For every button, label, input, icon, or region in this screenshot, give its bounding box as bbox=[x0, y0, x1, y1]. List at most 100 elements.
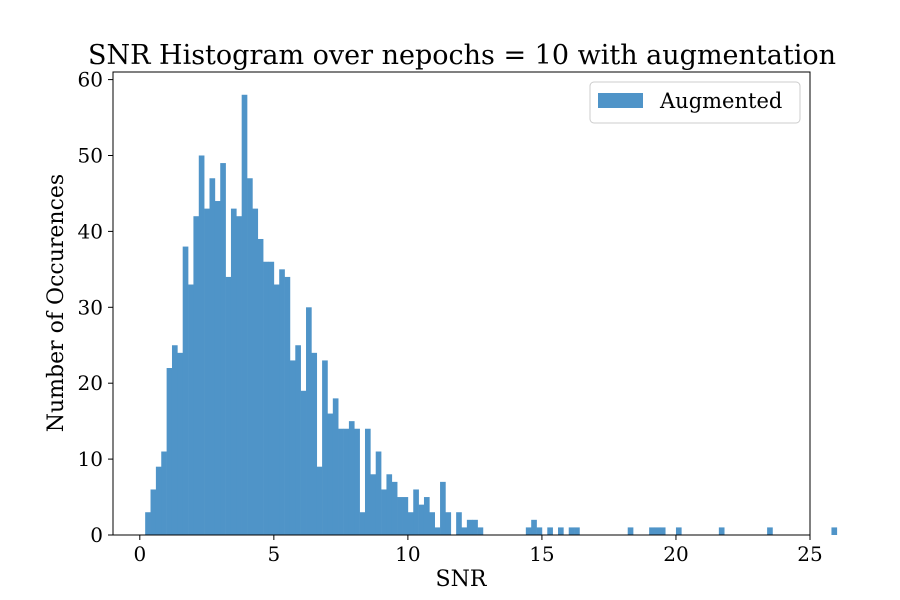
histogram-bar bbox=[831, 527, 838, 535]
histogram-bar bbox=[338, 428, 344, 535]
histogram-bar bbox=[322, 360, 328, 535]
histogram-bar bbox=[574, 527, 580, 535]
histogram-bar bbox=[311, 352, 318, 535]
y-tick-label: 30 bbox=[78, 295, 103, 319]
histogram-bar bbox=[531, 519, 537, 535]
histogram-bar bbox=[568, 527, 575, 535]
histogram-bar bbox=[182, 246, 189, 535]
histogram-bar bbox=[413, 489, 419, 535]
histogram-bar bbox=[397, 497, 403, 535]
y-tick-label: 60 bbox=[78, 68, 103, 92]
histogram-bar bbox=[289, 360, 296, 535]
histogram-bar bbox=[161, 451, 167, 535]
histogram-bar bbox=[166, 368, 173, 535]
histogram-bar bbox=[327, 413, 334, 535]
histogram-bar bbox=[418, 504, 425, 535]
histogram-bar bbox=[214, 201, 221, 535]
histogram-bar bbox=[536, 527, 543, 535]
histogram-bar bbox=[241, 94, 248, 536]
histogram-bar bbox=[279, 269, 285, 535]
histogram-bar bbox=[659, 527, 666, 535]
y-tick-label: 10 bbox=[78, 447, 103, 471]
legend: Augmented bbox=[589, 81, 801, 124]
histogram-bar bbox=[461, 527, 468, 535]
histogram-bar bbox=[675, 527, 682, 535]
x-tick-label: 5 bbox=[267, 542, 280, 566]
y-axis-label: Number of Occurences bbox=[44, 174, 69, 432]
histogram-bar bbox=[263, 261, 269, 535]
histogram-bar bbox=[472, 519, 478, 535]
histogram-bar bbox=[364, 428, 371, 535]
histogram-bar bbox=[547, 527, 553, 535]
histogram-bar bbox=[220, 163, 226, 535]
histogram-bar bbox=[429, 512, 435, 535]
histogram-bar bbox=[268, 261, 275, 535]
legend-label-augmented: Augmented bbox=[659, 89, 782, 113]
histogram-bar bbox=[150, 489, 157, 535]
y-tick-label: 40 bbox=[78, 219, 103, 243]
histogram-bar bbox=[767, 527, 773, 535]
histogram-bar bbox=[247, 178, 253, 535]
histogram-bar bbox=[252, 208, 259, 535]
legend-swatch-augmented bbox=[598, 93, 643, 108]
histogram-bar bbox=[466, 519, 473, 535]
histogram-bar bbox=[300, 390, 307, 535]
histogram-bar bbox=[402, 497, 409, 535]
histogram-bar bbox=[718, 527, 725, 535]
x-tick-label: 10 bbox=[395, 542, 420, 566]
histogram-bar bbox=[359, 512, 366, 535]
histogram-bar bbox=[525, 527, 532, 535]
histogram-bars bbox=[145, 94, 838, 536]
histogram-bar bbox=[332, 398, 339, 535]
histogram-bar bbox=[273, 284, 280, 535]
x-axis-ticks: 0 5 10 15 20 25 bbox=[133, 535, 823, 566]
y-tick-label: 20 bbox=[78, 371, 103, 395]
histogram-bar bbox=[370, 474, 377, 535]
histogram-bar bbox=[188, 284, 194, 535]
histogram-bar bbox=[209, 178, 216, 535]
y-axis-ticks: 0 10 20 30 40 50 60 bbox=[78, 68, 113, 547]
plot-area-frame bbox=[112, 71, 811, 536]
histogram-bar bbox=[649, 527, 655, 535]
histogram-bar bbox=[391, 481, 398, 535]
histogram-bar bbox=[348, 421, 355, 535]
histogram-bar bbox=[654, 527, 661, 535]
histogram-bar bbox=[434, 527, 441, 535]
histogram-bar bbox=[230, 208, 237, 535]
histogram-bar bbox=[193, 216, 200, 535]
histogram-bar bbox=[236, 216, 242, 535]
histogram-bar bbox=[284, 276, 291, 535]
histogram-bar bbox=[155, 466, 162, 535]
histogram-bar bbox=[375, 451, 382, 535]
histogram-bar bbox=[225, 276, 232, 535]
histogram-bar bbox=[204, 208, 210, 535]
chart-title: SNR Histogram over nepochs = 10 with aug… bbox=[88, 40, 836, 71]
y-tick-label: 50 bbox=[78, 143, 103, 167]
histogram-bar bbox=[386, 474, 393, 535]
histogram-bar bbox=[177, 352, 183, 535]
histogram-bar bbox=[627, 527, 634, 535]
histogram-bar bbox=[558, 527, 564, 535]
y-tick-label: 0 bbox=[90, 523, 103, 547]
histogram-bar bbox=[316, 466, 323, 535]
histogram-bar bbox=[477, 527, 484, 535]
histogram-bar bbox=[295, 345, 301, 535]
histogram-bar bbox=[306, 307, 312, 535]
legend-box bbox=[589, 81, 801, 124]
histogram-bar bbox=[423, 497, 430, 535]
histogram-bar bbox=[354, 428, 360, 535]
histogram-bar bbox=[381, 489, 387, 535]
histogram-bar bbox=[343, 428, 350, 535]
x-tick-label: 0 bbox=[133, 542, 146, 566]
histogram-bar bbox=[445, 512, 452, 535]
histogram-bar bbox=[440, 481, 446, 535]
x-tick-label: 15 bbox=[529, 542, 554, 566]
histogram-bar bbox=[456, 512, 462, 535]
histogram-bar bbox=[145, 512, 151, 535]
histogram-bar bbox=[257, 238, 264, 536]
x-axis-label: SNR bbox=[436, 567, 488, 592]
x-tick-label: 25 bbox=[797, 542, 822, 566]
histogram-bar bbox=[171, 345, 178, 535]
histogram-bar bbox=[198, 155, 205, 536]
